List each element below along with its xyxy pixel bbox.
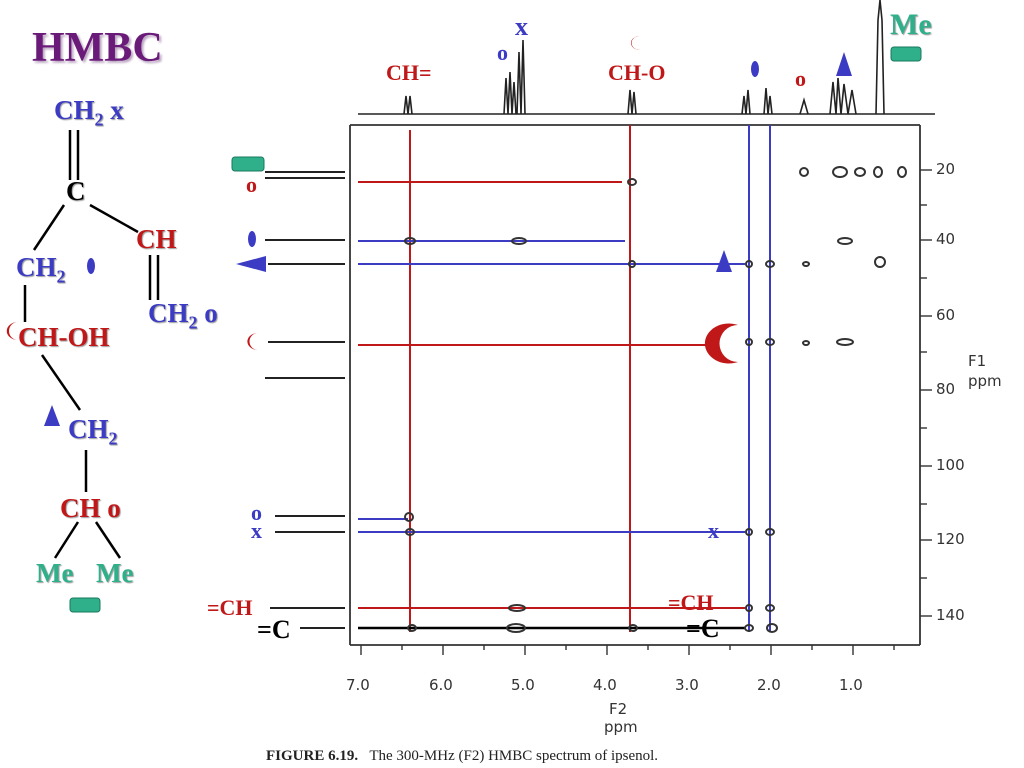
me-left-label: Me xyxy=(36,558,74,588)
f2-tick-6: 6.0 xyxy=(429,676,453,694)
slide-title: HMBC xyxy=(32,25,163,71)
ch2-top-subscript: 2 xyxy=(94,109,104,130)
left-label-eq-c: =C xyxy=(257,615,291,644)
left-label-x-low: x xyxy=(251,518,262,543)
blue-triangle-icons xyxy=(44,52,852,426)
top-label-me: Me xyxy=(890,8,932,41)
red-crescent-icons xyxy=(6,36,738,364)
ch2-left-label: CH2 xyxy=(16,252,66,287)
inner-label-eq-c: =C xyxy=(686,614,720,643)
teal-marker-icons xyxy=(69,46,922,613)
f2-tick-3: 3.0 xyxy=(675,676,699,694)
f2-axis-label: F2 xyxy=(609,700,628,718)
ch2-mid-label: CH2 xyxy=(68,414,118,449)
f1-tick-100: 100 xyxy=(936,456,965,474)
f1-tick-120: 120 xyxy=(936,530,965,548)
ch-low-label: CH o xyxy=(60,493,121,524)
f1-axis-unit: ppm xyxy=(968,372,1002,390)
left-label-eq-ch: =CH xyxy=(207,595,253,620)
inner-label-x: x xyxy=(708,518,719,543)
ch2-right-subscript: 2 xyxy=(188,312,198,333)
f2-tick-4: 4.0 xyxy=(593,676,617,694)
left-label-o-top: o xyxy=(246,172,257,197)
f2-tick-7: 7.0 xyxy=(346,676,370,694)
f2-tick-2: 2.0 xyxy=(757,676,781,694)
molecule-bonds xyxy=(23,130,160,559)
choh-label: CH-OH xyxy=(18,322,110,352)
top-label-x: x xyxy=(515,12,528,41)
f2-ticks xyxy=(360,645,895,655)
f1-axis-label: F1 xyxy=(968,352,987,370)
ch2-right-tag: o xyxy=(204,298,218,328)
f1-ticks xyxy=(920,169,932,617)
ch2-left-subscript: 2 xyxy=(56,266,66,287)
f1-tick-140: 140 xyxy=(936,606,965,624)
left-label-o-low: o xyxy=(251,500,262,525)
top-label-ch-eq: CH= xyxy=(386,60,432,85)
figure-number: FIGURE 6.19. xyxy=(266,748,359,764)
f2-tick-5: 5.0 xyxy=(511,676,535,694)
me-right-label: Me xyxy=(96,558,134,588)
figure-caption: FIGURE 6.19. The 300-MHz (F2) HMBC spect… xyxy=(266,748,658,765)
cross-peaks xyxy=(404,166,907,633)
f1-tick-40: 40 xyxy=(936,230,956,248)
blue-oval-icons xyxy=(87,61,759,274)
inner-label-eq-ch: =CH xyxy=(668,590,714,615)
ch2-top-tag: x xyxy=(110,95,124,125)
red-correlation-lines xyxy=(358,125,745,632)
ch2-right-label: CH2 o xyxy=(148,298,218,333)
top-label-o2: o xyxy=(795,66,806,91)
ch2-top-text: CH xyxy=(54,95,95,125)
figure-caption-text: The 300-MHz (F2) HMBC spectrum of ipseno… xyxy=(369,748,659,764)
ch2-top-label: CH2 x xyxy=(54,95,124,130)
f1-tick-20: 20 xyxy=(936,160,956,178)
ch-low-text: CH xyxy=(60,493,101,523)
ch2-right-text: CH xyxy=(148,298,189,328)
ch-right-label: CH xyxy=(136,224,177,254)
quaternary-c-label: C xyxy=(66,176,86,206)
carbon-trace xyxy=(265,171,345,629)
f2-axis-unit: ppm xyxy=(604,718,638,736)
top-label-ch-o: CH-O xyxy=(608,60,666,85)
blue-correlation-lines xyxy=(358,125,771,632)
ch2-left-text: CH xyxy=(16,252,57,282)
f2-tick-1: 1.0 xyxy=(839,676,863,694)
ch-low-tag: o xyxy=(107,493,121,523)
top-label-o1: o xyxy=(497,40,508,65)
proton-trace xyxy=(358,0,935,115)
ch2-mid-text: CH xyxy=(68,414,109,444)
plot-frame xyxy=(349,124,921,646)
f1-tick-60: 60 xyxy=(936,306,956,324)
f1-tick-80: 80 xyxy=(936,380,956,398)
ch2-mid-subscript: 2 xyxy=(108,428,118,449)
